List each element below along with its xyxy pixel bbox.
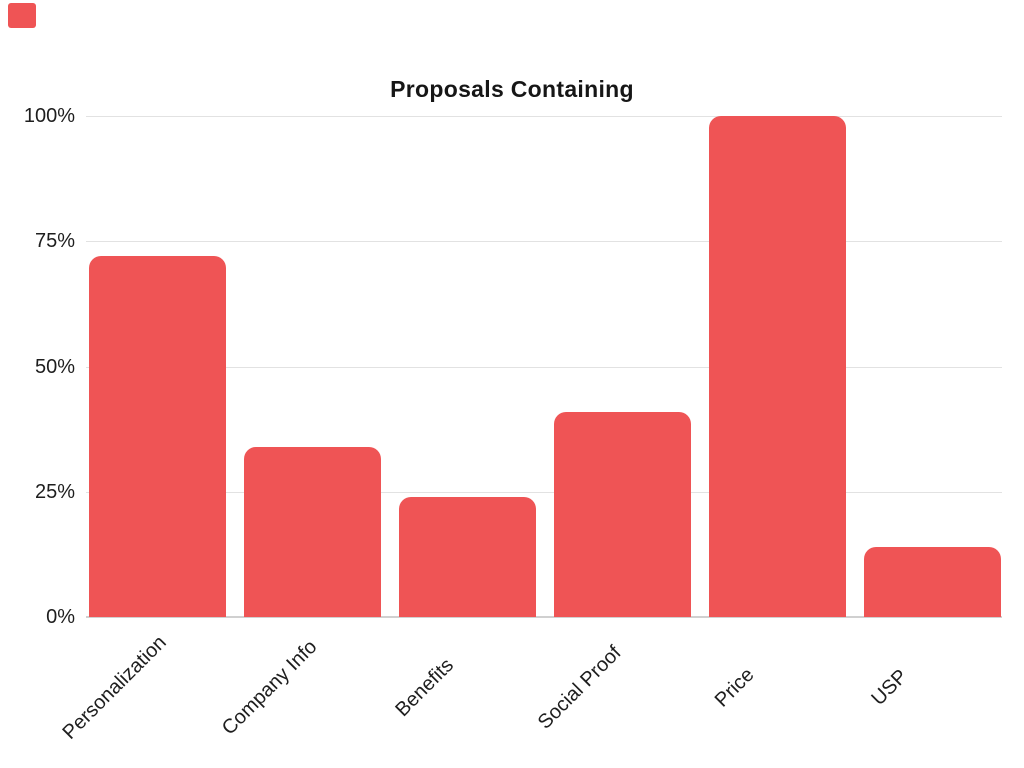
x-axis-label-benefits: Benefits: [391, 654, 458, 721]
bar-benefits: [399, 497, 536, 617]
bar-company-info: [244, 447, 381, 617]
y-tick-label-75%: 75%: [34, 230, 75, 252]
bar-social-proof: [554, 412, 691, 617]
bar-personalization: [89, 256, 226, 617]
chart-title: Proposals Containing: [390, 76, 634, 102]
y-tick-label-25%: 25%: [34, 481, 75, 503]
x-axis-label-social-proof: Social Proof: [533, 641, 626, 734]
x-axis-label-price: Price: [710, 663, 759, 712]
bar-price: [709, 116, 846, 617]
corner-mark: [8, 3, 36, 28]
x-axis-line: [86, 616, 1002, 618]
bar-usp: [864, 547, 1001, 617]
gridline-75%: [86, 241, 1002, 242]
gridline-50%: [86, 367, 1002, 368]
y-tick-label-0%: 0%: [46, 606, 75, 628]
plot-area: [86, 116, 1002, 618]
y-tick-label-100%: 100%: [23, 105, 75, 127]
gridline-100%: [86, 116, 1002, 117]
gridline-25%: [86, 492, 1002, 493]
x-axis-label-usp: USP: [867, 665, 912, 710]
x-axis-label-personalization: Personalization: [58, 631, 171, 744]
y-tick-label-50%: 50%: [34, 356, 75, 378]
x-axis-label-company-info: Company Info: [217, 635, 322, 740]
